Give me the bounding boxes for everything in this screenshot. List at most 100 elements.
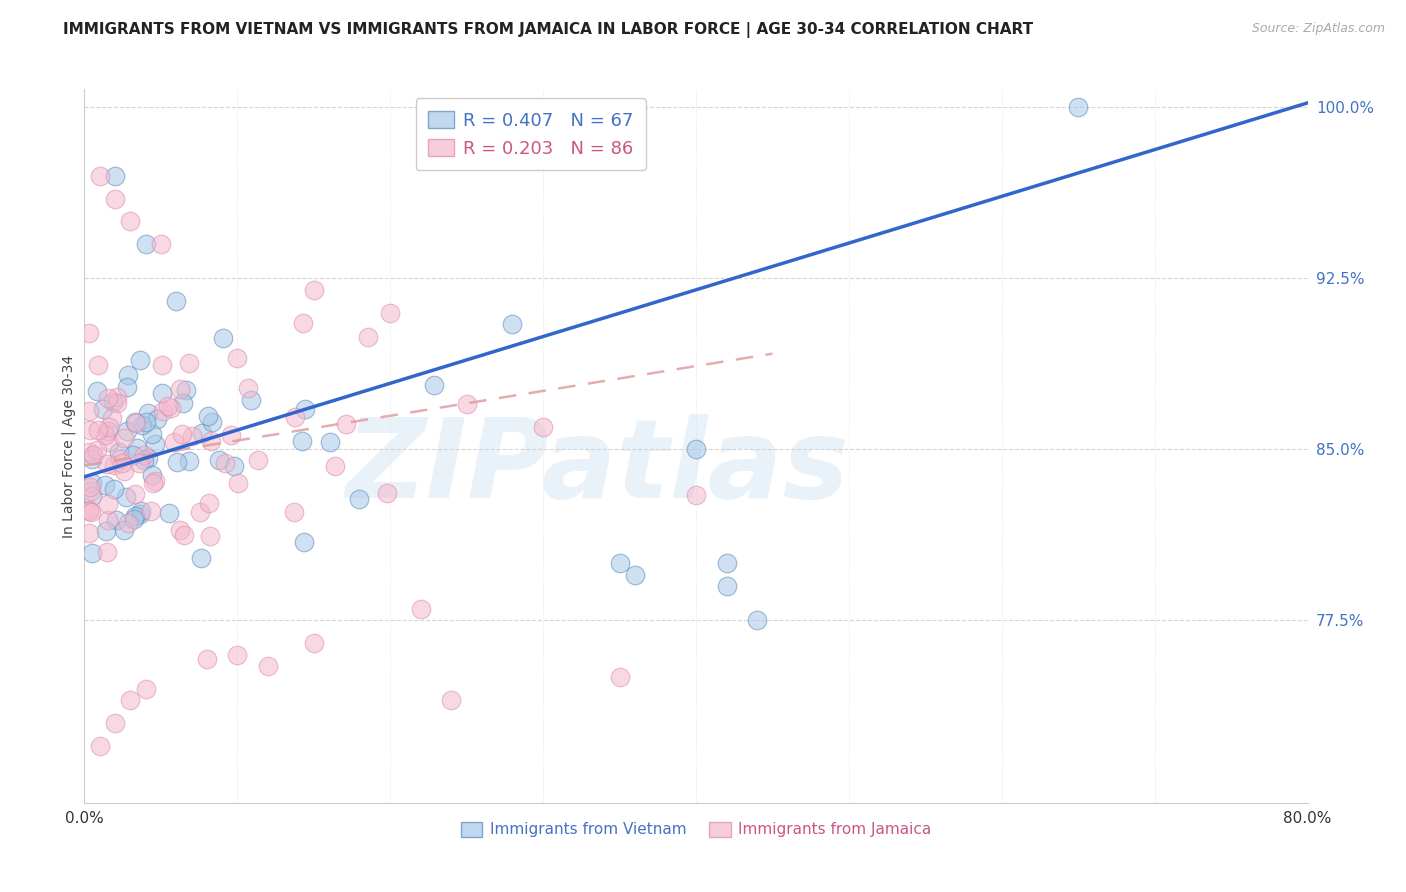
Point [212,331,235,345]
Point [128,507,150,521]
Point [294,401,316,416]
Point [135,415,157,429]
Point [100,411,122,425]
Point [302,283,325,297]
Point [135,237,157,252]
Point [136,451,159,466]
Point [716,579,738,593]
Point [236,381,259,395]
Point [163,435,186,450]
Point [142,475,165,490]
Point [214,456,236,470]
Point [117,516,139,531]
Point [169,523,191,537]
Point [181,429,204,443]
Point [208,452,231,467]
Point [108,444,131,458]
Point [190,550,212,565]
Point [103,458,125,472]
Point [80,546,103,560]
Point [143,437,166,451]
Point [91,401,114,416]
Point [97,419,120,434]
Point [111,456,134,470]
Point [101,395,124,409]
Point [335,417,357,431]
Point [96,524,118,538]
Text: IMMIGRANTS FROM VIETNAM VS IMMIGRANTS FROM JAMAICA IN LABOR FORCE | AGE 30-34 CO: IMMIGRANTS FROM VIETNAM VS IMMIGRANTS FR… [63,22,1033,38]
Point [103,482,125,496]
Point [177,454,200,468]
Point [115,490,138,504]
Text: ZIPatlas: ZIPatlas [346,414,851,521]
Point [136,406,159,420]
Point [349,491,371,506]
Point [124,509,146,524]
Point [77,503,100,517]
Point [125,416,148,430]
Point [152,404,174,418]
Point [423,378,446,392]
Point [747,614,769,628]
Point [685,488,707,502]
Point [141,468,163,483]
Point [104,192,127,206]
Point [122,511,145,525]
Point [195,652,218,666]
Point [201,415,224,429]
Point [80,452,103,467]
Point [117,368,139,383]
Point [115,380,138,394]
Point [165,294,187,309]
Point [159,401,181,415]
Point [79,423,101,437]
Point [134,448,156,462]
Point [132,453,155,467]
Point [170,427,193,442]
Y-axis label: In Labor Force | Age 30-34: In Labor Force | Age 30-34 [62,354,76,538]
Point [105,396,128,410]
Point [440,693,463,707]
Point [80,475,103,490]
Point [173,527,195,541]
Point [127,441,149,455]
Text: Source: ZipAtlas.com: Source: ZipAtlas.com [1251,22,1385,36]
Point [105,390,128,404]
Point [135,681,157,696]
Point [409,602,432,616]
Point [257,659,280,673]
Point [89,169,111,183]
Point [141,427,163,442]
Point [375,486,398,500]
Point [120,214,142,228]
Point [609,670,631,684]
Point [380,305,402,319]
Point [87,359,110,373]
Point [456,397,478,411]
Point [115,424,138,438]
Point [357,329,380,343]
Point [292,534,315,549]
Point [200,434,222,448]
Point [79,502,101,516]
Point [94,477,117,491]
Point [80,484,103,499]
Point [502,317,524,331]
Point [531,419,554,434]
Point [228,476,250,491]
Point [77,404,100,418]
Point [179,356,201,370]
Legend: Immigrants from Vietnam, Immigrants from Jamaica: Immigrants from Vietnam, Immigrants from… [453,814,939,845]
Point [141,503,163,517]
Point [198,496,221,510]
Point [77,326,100,341]
Point [292,316,315,330]
Point [112,523,135,537]
Point [86,423,108,437]
Point [156,399,179,413]
Point [172,396,194,410]
Point [104,716,127,731]
Point [240,392,263,407]
Point [150,358,173,372]
Point [131,417,153,432]
